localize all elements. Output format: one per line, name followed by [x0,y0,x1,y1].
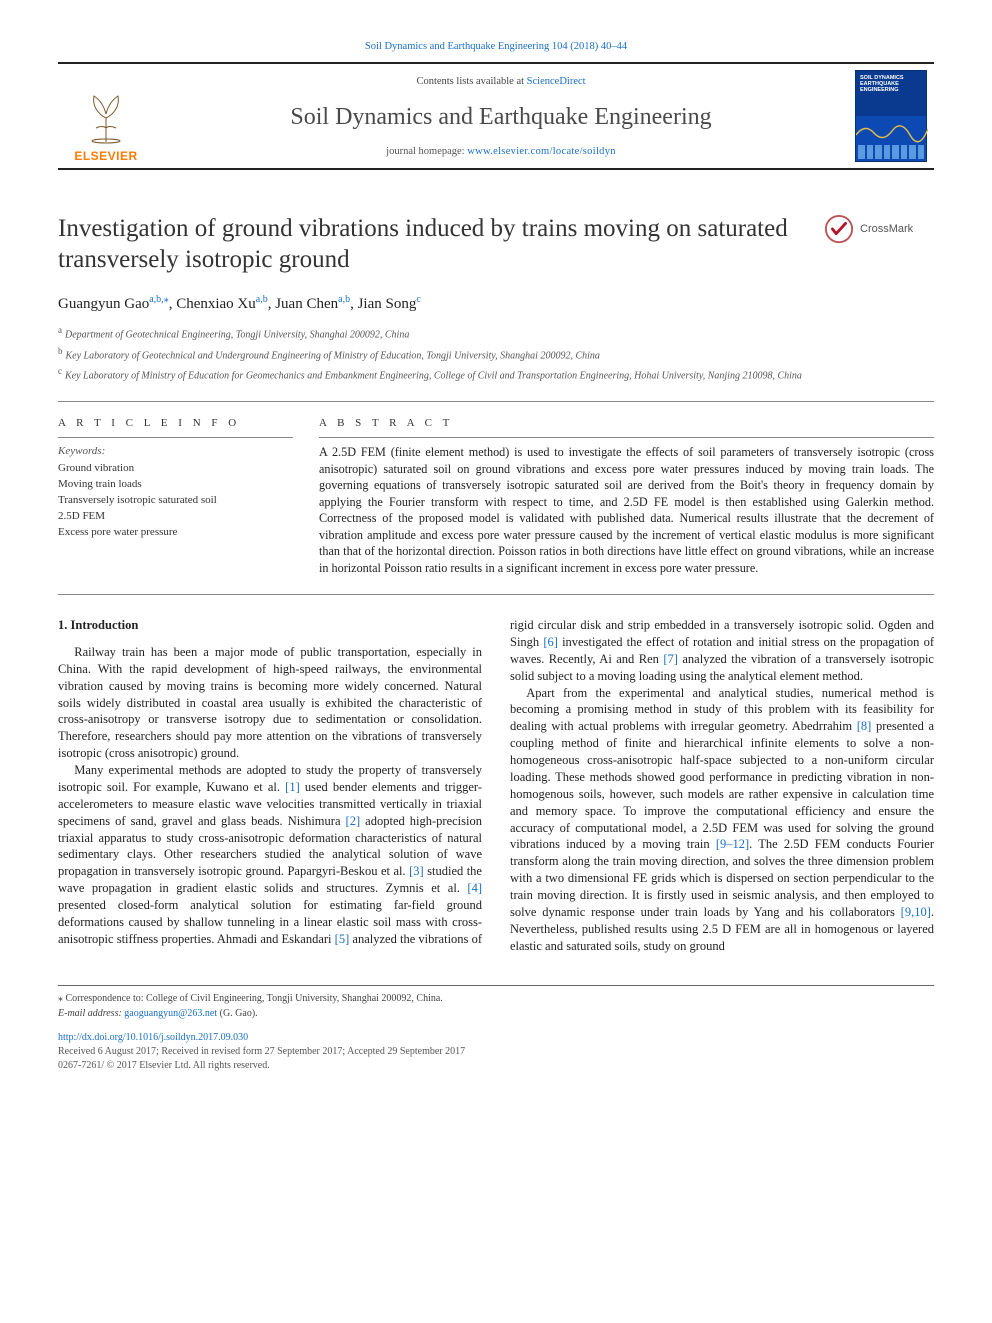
cite-link[interactable]: [8] [857,719,872,733]
keyword-item: Transversely isotropic saturated soil [58,493,293,509]
title-row: Investigation of ground vibrations induc… [58,214,934,275]
author-name: Guangyun Gao [58,296,149,312]
aff-key: a [58,325,62,335]
cite-link[interactable]: [1] [285,780,300,794]
author-name: Juan Chen [275,296,338,312]
doi-link[interactable]: http://dx.doi.org/10.1016/j.soildyn.2017… [58,1032,248,1043]
homepage-link[interactable]: www.elsevier.com/locate/soildyn [467,146,616,157]
journal-reference: Soil Dynamics and Earthquake Engineering… [58,40,934,54]
aff-key: c [58,366,62,376]
aff-key: b [58,346,63,356]
cover-thumb-column: SOIL DYNAMICS EARTHQUAKE ENGINEERING [848,64,934,168]
cite-link[interactable]: [6] [543,635,558,649]
footnotes: ⁎ Correspondence to: College of Civil En… [58,985,934,1021]
affiliation-b: bKey Laboratory of Geotechnical and Unde… [58,345,934,363]
body-paragraph: Apart from the experimental and analytic… [510,685,934,955]
homepage-prefix: journal homepage: [386,146,467,157]
section-rule [58,594,934,595]
article-info-heading: A R T I C L E I N F O [58,416,293,438]
aff-text: Key Laboratory of Geotechnical and Under… [66,350,600,361]
journal-ref-link[interactable]: Soil Dynamics and Earthquake Engineering… [365,41,627,52]
author-aff-link[interactable]: c [416,294,420,305]
corr-text: Correspondence to: College of Civil Engi… [66,993,443,1004]
cite-link[interactable]: [7] [663,652,678,666]
keywords-label: Keywords: [58,444,293,459]
article-info-column: A R T I C L E I N F O Keywords: Ground v… [58,416,293,576]
email-line: E-mail address: gaoguangyun@263.net (G. … [58,1007,934,1021]
author-aff-link[interactable]: a,b [338,294,350,305]
cite-link[interactable]: [4] [467,881,482,895]
info-abstract-row: A R T I C L E I N F O Keywords: Ground v… [58,416,934,576]
publisher-wordmark: ELSEVIER [74,148,137,164]
elsevier-tree-logo [76,84,136,144]
abstract-heading: A B S T R A C T [319,416,934,438]
elsevier-tree-icon [76,84,136,144]
aff-text: Department of Geotechnical Engineering, … [65,330,409,341]
sciencedirect-link[interactable]: ScienceDirect [527,76,586,87]
aff-text: Key Laboratory of Ministry of Education … [65,370,802,381]
keyword-item: Excess pore water pressure [58,525,293,541]
email-author: (G. Gao). [220,1008,258,1019]
journal-name: Soil Dynamics and Earthquake Engineering [162,101,840,133]
corr-marker: ⁎ [58,993,63,1004]
contents-prefix: Contents lists available at [416,76,526,87]
homepage-line: journal homepage: www.elsevier.com/locat… [162,145,840,159]
keyword-item: 2.5D FEM [58,509,293,525]
publication-info: http://dx.doi.org/10.1016/j.soildyn.2017… [58,1031,934,1073]
issn-line: 0267-7261/ © 2017 Elsevier Ltd. All righ… [58,1059,934,1073]
affiliation-a: aDepartment of Geotechnical Engineering,… [58,324,934,342]
masthead: ELSEVIER Contents lists available at Sci… [58,62,934,170]
keywords-list: Ground vibration Moving train loads Tran… [58,461,293,541]
crossmark-icon [824,214,854,244]
author-aff-link[interactable]: a,b [256,294,268,305]
author-corr-link[interactable]: ⁎ [164,294,169,305]
affiliations: aDepartment of Geotechnical Engineering,… [58,324,934,383]
keyword-item: Moving train loads [58,477,293,493]
authors-line: Guangyun Gaoa,b,⁎, Chenxiao Xua,b, Juan … [58,293,934,314]
section-heading: 1. Introduction [58,617,482,634]
author-2: Chenxiao Xua,b [176,296,268,312]
author-4: Jian Songc [358,296,421,312]
cite-link[interactable]: [3] [409,864,424,878]
cite-link[interactable]: [9,10] [901,905,931,919]
author-aff-link[interactable]: a,b, [149,294,163,305]
cite-link[interactable]: [2] [346,814,361,828]
journal-cover-thumb: SOIL DYNAMICS EARTHQUAKE ENGINEERING [855,70,927,162]
crossmark-label: CrossMark [860,222,913,237]
body-columns: 1. Introduction Railway train has been a… [58,617,934,955]
email-label: E-mail address: [58,1008,122,1019]
keyword-item: Ground vibration [58,461,293,477]
author-3: Juan Chena,b [275,296,350,312]
history-line: Received 6 August 2017; Received in revi… [58,1045,934,1059]
author-name: Jian Song [358,296,417,312]
corresponding-note: ⁎ Correspondence to: College of Civil En… [58,992,934,1006]
email-link[interactable]: gaoguangyun@263.net [124,1008,217,1019]
cite-link[interactable]: [5] [335,932,350,946]
cover-bars-icon [858,145,924,159]
crossmark-badge[interactable]: CrossMark [824,214,934,244]
abstract-text: A 2.5D FEM (finite element method) is us… [319,444,934,576]
body-paragraph: Railway train has been a major mode of p… [58,644,482,762]
author-name: Chenxiao Xu [176,296,256,312]
contents-line: Contents lists available at ScienceDirec… [162,75,840,89]
publisher-logo-column: ELSEVIER [58,64,154,168]
cover-thumb-title: SOIL DYNAMICS EARTHQUAKE ENGINEERING [860,75,922,93]
masthead-center: Contents lists available at ScienceDirec… [154,64,848,168]
article-title: Investigation of ground vibrations induc… [58,214,806,275]
author-1: Guangyun Gaoa,b,⁎ [58,296,169,312]
cite-link[interactable]: [9–12] [716,837,749,851]
abstract-column: A B S T R A C T A 2.5D FEM (finite eleme… [319,416,934,576]
affiliation-c: cKey Laboratory of Ministry of Education… [58,365,934,383]
section-rule [58,401,934,402]
cover-wave-icon [856,121,928,143]
